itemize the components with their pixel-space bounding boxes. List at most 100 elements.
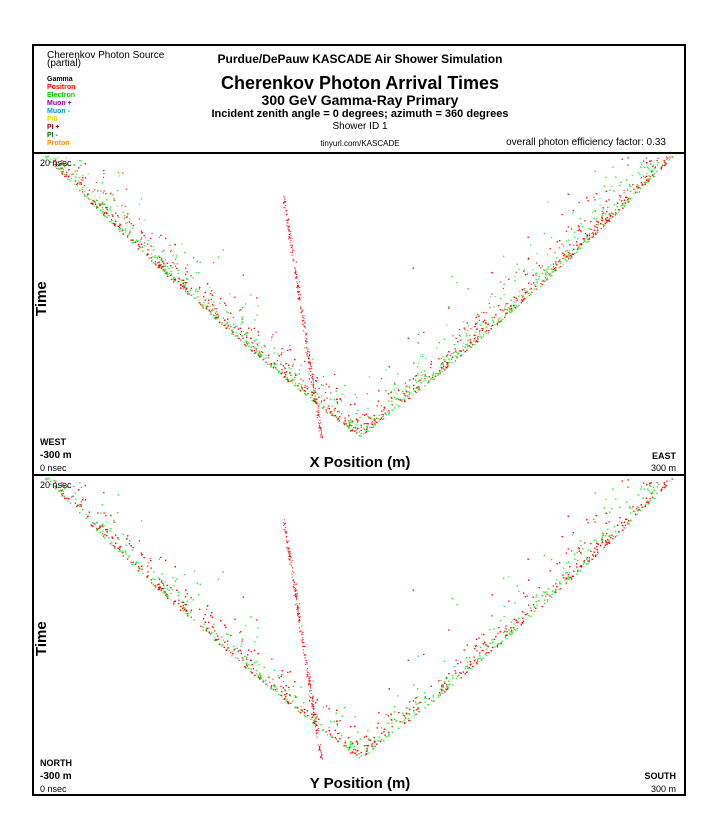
photon-point	[65, 174, 67, 176]
photon-point	[536, 282, 538, 284]
photon-point	[186, 271, 188, 273]
photon-point	[321, 437, 323, 439]
photon-point	[523, 289, 525, 291]
photon-point	[216, 317, 218, 319]
photon-point	[554, 252, 556, 254]
photon-point	[55, 158, 57, 160]
photon-point	[61, 172, 63, 174]
photon-point	[158, 265, 160, 267]
photon-point	[452, 362, 454, 364]
photon-point	[603, 225, 605, 227]
photon-point	[352, 429, 354, 431]
photon-point	[304, 384, 306, 386]
photon-point	[515, 297, 517, 299]
photon-point	[158, 236, 160, 238]
photon-point	[57, 166, 59, 168]
photon-point	[80, 182, 82, 184]
photon-point	[308, 362, 310, 364]
photon-point	[544, 277, 546, 279]
photon-point	[296, 277, 298, 279]
photon-point	[630, 190, 632, 192]
photon-point	[609, 213, 611, 215]
kascade-url: tinyurl.com/KASCADE	[320, 139, 400, 148]
photon-point	[567, 256, 569, 258]
photon-point	[514, 304, 516, 306]
photon-point	[660, 166, 662, 168]
photon-point	[403, 393, 405, 395]
photon-point	[217, 313, 219, 315]
photon-point	[279, 372, 281, 374]
legend-entry: Pi0	[47, 116, 58, 123]
photon-point	[221, 322, 223, 324]
photon-point	[151, 260, 153, 262]
photon-point	[350, 430, 352, 432]
photon-point	[273, 366, 275, 368]
photon-point	[276, 360, 278, 362]
photon-point	[313, 399, 315, 401]
photon-point	[528, 257, 530, 259]
photon-point	[592, 235, 594, 237]
photon-point	[104, 215, 106, 217]
photon-point	[394, 406, 396, 408]
photon-point	[664, 163, 666, 165]
photon-point	[190, 294, 192, 296]
photon-point	[604, 222, 606, 224]
photon-point	[376, 405, 378, 407]
photon-point	[375, 417, 377, 419]
photon-point	[336, 416, 338, 418]
photon-point	[483, 312, 485, 314]
photon-point	[447, 364, 449, 366]
photon-point	[664, 164, 666, 166]
photon-point	[207, 283, 209, 285]
photon-point	[484, 319, 486, 321]
photon-point	[162, 270, 164, 272]
photon-point	[313, 397, 315, 399]
photon-point	[152, 256, 154, 258]
photon-point	[231, 331, 233, 333]
photon-point	[396, 404, 398, 406]
photon-point	[531, 291, 533, 293]
photon-point	[456, 282, 458, 284]
photon-point	[338, 420, 340, 422]
photon-point	[450, 358, 452, 360]
photon-point	[266, 363, 268, 365]
photon-point	[547, 266, 549, 268]
photon-point	[317, 414, 319, 416]
photon-point	[327, 407, 329, 409]
photon-point	[602, 213, 604, 215]
photon-point	[477, 341, 479, 343]
photon-point	[503, 310, 505, 312]
photon-point	[161, 251, 163, 253]
photon-point	[488, 322, 490, 324]
photon-point	[298, 298, 300, 300]
photon-point	[554, 270, 556, 272]
photon-point	[415, 379, 417, 381]
photon-point	[623, 189, 625, 191]
photon-point	[306, 394, 308, 396]
photon-point	[572, 210, 574, 212]
photon-point	[120, 228, 122, 230]
photon-point	[602, 207, 604, 209]
photon-point	[522, 295, 524, 297]
photon-point	[624, 202, 626, 204]
photon-point	[111, 219, 113, 221]
photon-point	[378, 414, 380, 416]
photon-point	[103, 190, 105, 192]
photon-point	[624, 202, 626, 204]
photon-point	[308, 361, 310, 363]
photon-point	[118, 216, 120, 218]
photon-point	[313, 399, 315, 401]
photon-point	[613, 204, 615, 206]
photon-point	[314, 400, 316, 402]
photon-point	[74, 180, 76, 182]
photon-point	[281, 371, 283, 373]
photon-point	[337, 418, 339, 420]
photon-point	[475, 340, 477, 342]
photon-point	[99, 205, 101, 207]
photon-point	[198, 288, 200, 290]
photon-point	[267, 357, 269, 359]
photon-point	[481, 328, 483, 330]
photon-point	[166, 262, 168, 264]
photon-point	[458, 352, 460, 354]
photon-point	[181, 279, 183, 281]
